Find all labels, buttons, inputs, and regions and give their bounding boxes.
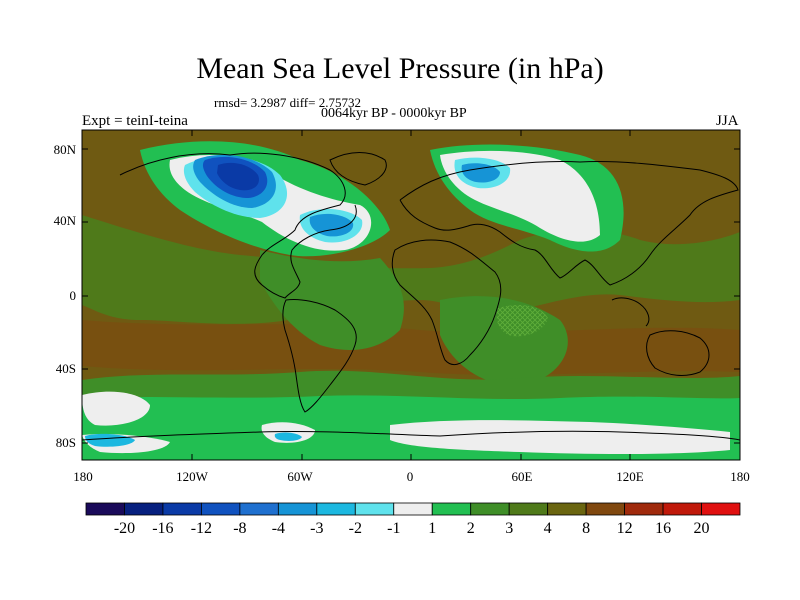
colorbar-box bbox=[354, 502, 395, 516]
field-neg12-canada bbox=[217, 162, 259, 191]
season-label: JJA bbox=[716, 113, 739, 129]
coast-antarctica bbox=[82, 430, 740, 441]
coast-south-america bbox=[282, 299, 357, 413]
field-neg2-weddell bbox=[274, 432, 302, 441]
colorbar-label: 20 bbox=[693, 520, 710, 537]
lat-label-40n: 40N bbox=[53, 213, 76, 228]
lon-label-120e: 120E bbox=[616, 469, 644, 484]
coast-australia bbox=[646, 330, 710, 376]
colorbar-box bbox=[162, 502, 202, 516]
colorbar-label: -16 bbox=[152, 520, 174, 537]
colorbar-label: -20 bbox=[113, 520, 136, 537]
colorbar-box bbox=[239, 502, 279, 516]
axis-ticks bbox=[82, 130, 740, 460]
coast-north-america bbox=[119, 152, 357, 299]
field-level-1-antarctic bbox=[390, 420, 730, 455]
colorbar-label: -12 bbox=[190, 520, 213, 537]
colorbar-box bbox=[393, 502, 433, 516]
colorbar-box bbox=[277, 502, 318, 516]
stats-text: rmsd= 3.2987 diff= 2.75732 bbox=[214, 95, 361, 110]
lon-label-60e: 60E bbox=[511, 469, 533, 484]
coast-africa bbox=[391, 239, 502, 366]
colorbar-box bbox=[201, 502, 241, 516]
colorbar-box bbox=[547, 502, 587, 516]
colorbar-label: 2 bbox=[466, 520, 475, 537]
coast-eurasia bbox=[399, 161, 739, 286]
lat-label-80n: 80N bbox=[53, 142, 76, 157]
coast-greenland bbox=[329, 152, 387, 186]
field-brown-belt bbox=[82, 320, 740, 375]
colorbar-box bbox=[431, 502, 472, 516]
lon-label-180w: 180 bbox=[73, 469, 93, 484]
lat-label-40s: 40S bbox=[55, 361, 76, 376]
colorbar-box bbox=[701, 502, 741, 516]
colorbar-label: -1 bbox=[387, 520, 401, 537]
lon-label-60w: 60W bbox=[287, 469, 313, 484]
colorbar-box bbox=[624, 502, 664, 516]
colorbar-box bbox=[585, 502, 625, 516]
field-level-1-weddell bbox=[261, 422, 315, 443]
colorbar-label: -8 bbox=[233, 520, 247, 537]
colorbar-label: 4 bbox=[543, 520, 552, 537]
experiment-label: Expt = teinI-teina bbox=[82, 113, 188, 129]
colorbar-label: -4 bbox=[271, 520, 286, 537]
coast-indonesia bbox=[611, 297, 650, 327]
colorbar-label: 16 bbox=[655, 520, 672, 537]
lon-label-180e: 180 bbox=[730, 469, 750, 484]
field-level-1-south-pacific bbox=[82, 391, 150, 426]
colorbar-label: -2 bbox=[348, 520, 362, 537]
field-hatch-significance bbox=[496, 305, 548, 337]
colorbar-box bbox=[85, 502, 125, 516]
pressure-field bbox=[82, 130, 740, 460]
colorbar-box bbox=[470, 502, 510, 516]
lon-label-0: 0 bbox=[406, 469, 414, 484]
field-neg3-scandinavia bbox=[461, 163, 500, 183]
field-neg3-atlantic bbox=[309, 213, 354, 237]
colorbar-box bbox=[662, 502, 702, 516]
colorbar-label: -3 bbox=[310, 520, 324, 537]
colorbar-label: 8 bbox=[582, 520, 591, 537]
lat-label-0: 0 bbox=[69, 288, 77, 303]
colorbar bbox=[85, 502, 741, 516]
colorbar-box bbox=[508, 502, 549, 516]
colorbar-label: 1 bbox=[428, 520, 437, 537]
colorbar-label: 12 bbox=[616, 520, 633, 537]
colorbar-box bbox=[124, 502, 164, 516]
lat-label-80s: 80S bbox=[55, 435, 76, 450]
coastlines bbox=[82, 152, 740, 441]
period-text: 0064kyr BP - 0000kyr BP bbox=[321, 106, 467, 121]
field-level-3-atlantic bbox=[260, 250, 404, 350]
colorbar-label: 3 bbox=[505, 520, 514, 537]
lon-label-120w: 120W bbox=[176, 469, 208, 484]
colorbar-box bbox=[316, 502, 356, 516]
map-title: Mean Sea Level Pressure (in hPa) bbox=[196, 52, 604, 85]
